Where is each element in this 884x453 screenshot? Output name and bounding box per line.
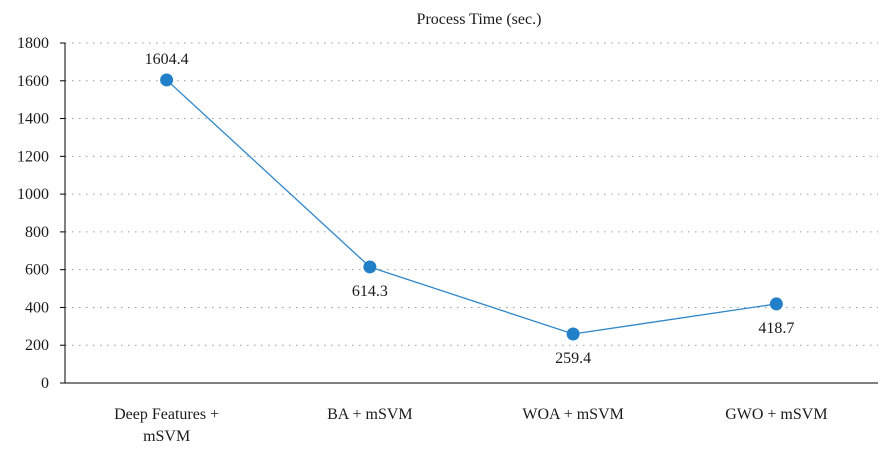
data-label: 614.3 bbox=[352, 283, 388, 300]
y-tick-label: 0 bbox=[41, 375, 49, 392]
data-point bbox=[363, 260, 377, 274]
x-category-label: Deep Features + mSVM bbox=[114, 406, 219, 445]
y-tick-label: 1400 bbox=[17, 111, 49, 128]
y-tick-label: 1000 bbox=[17, 186, 49, 203]
x-category-label: GWO + mSVM bbox=[725, 406, 827, 423]
x-category-label: WOA + mSVM bbox=[522, 406, 623, 423]
data-point bbox=[769, 297, 783, 311]
y-axis-ticks: 0 200 400 600 800 1000 1200 1400 1600 1800 bbox=[17, 35, 65, 392]
data-label: 1604.4 bbox=[145, 51, 189, 68]
series-line bbox=[166, 79, 777, 335]
data-label: 418.7 bbox=[758, 320, 794, 337]
y-tick-label: 1800 bbox=[17, 35, 49, 52]
y-tick-label: 400 bbox=[25, 299, 49, 316]
x-category-label: BA + mSVM bbox=[327, 406, 413, 423]
y-tick-label: 1200 bbox=[17, 148, 49, 165]
y-tick-label: 1600 bbox=[17, 73, 49, 90]
gridlines bbox=[65, 42, 878, 346]
data-point bbox=[566, 327, 580, 341]
x-axis-category-labels: Deep Features + mSVM BA + mSVM WOA + mSVM GW… bbox=[114, 406, 827, 445]
data-label: 259.4 bbox=[555, 350, 591, 367]
data-point bbox=[160, 73, 174, 87]
series-process-time: 1604.4 614.3 259.4 418.7 bbox=[145, 51, 795, 367]
chart-title: Process Time (sec.) bbox=[417, 11, 542, 28]
y-tick-label: 600 bbox=[25, 262, 49, 279]
y-tick-label: 200 bbox=[25, 337, 49, 354]
y-tick-label: 800 bbox=[25, 224, 49, 241]
